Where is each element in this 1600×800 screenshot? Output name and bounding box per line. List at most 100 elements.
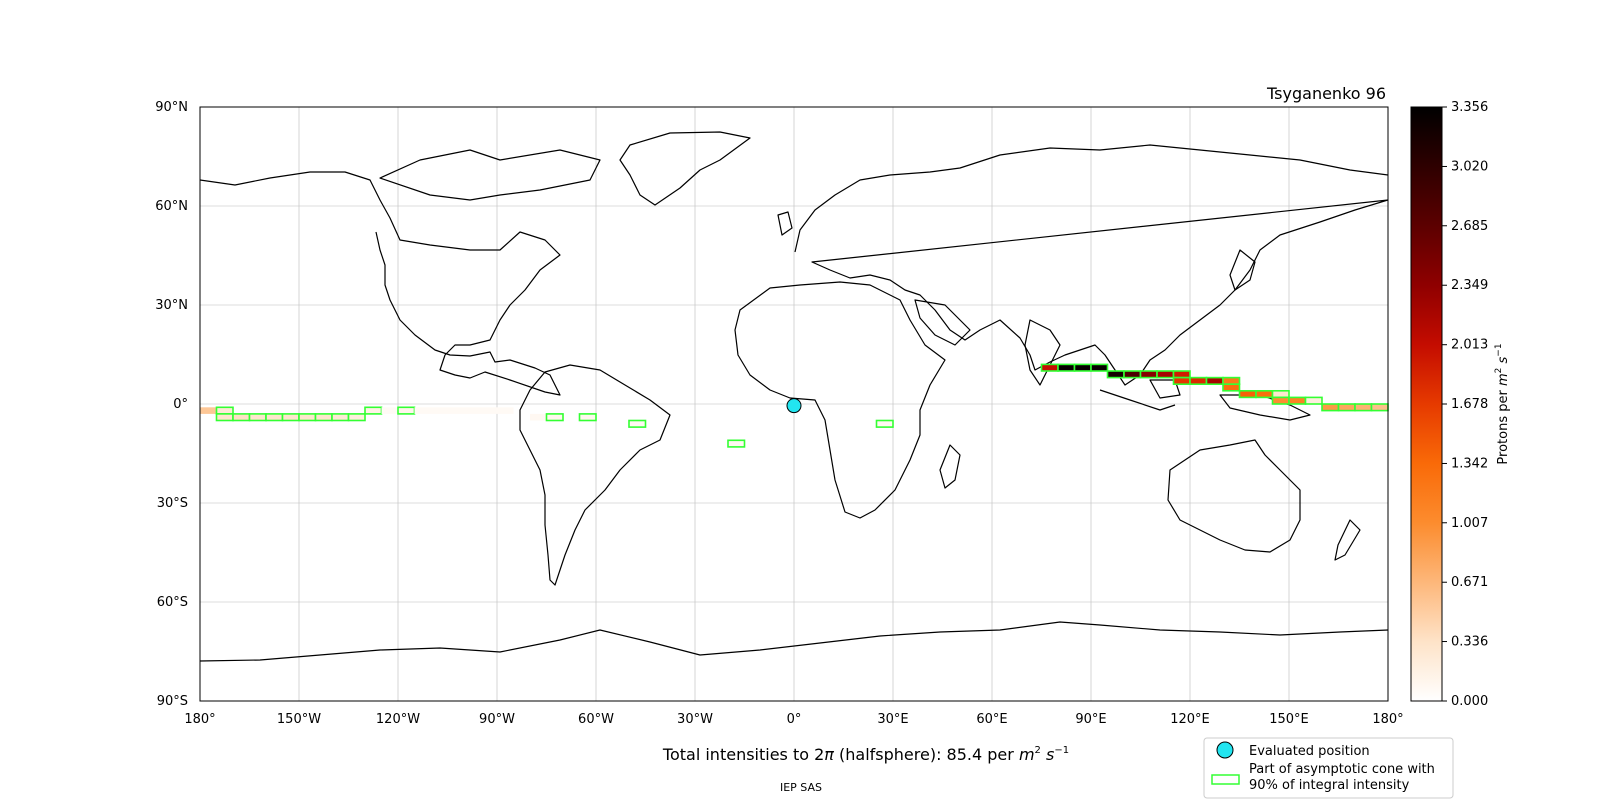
x-tick-label: 180° — [184, 712, 215, 727]
intensity-cell — [497, 407, 514, 414]
intensity-cell — [447, 407, 464, 414]
total-intensity-caption: Total intensities to 2π (halfsphere): 85… — [662, 745, 1069, 764]
cone-cell — [1139, 370, 1158, 379]
cone-cell — [1073, 363, 1092, 372]
x-tick-label: 60°W — [578, 712, 614, 727]
cone-cell — [1172, 370, 1191, 379]
africa-outline — [734, 281, 946, 519]
cone-cell — [397, 406, 416, 415]
colorbar-tick-label: 3.020 — [1451, 159, 1488, 174]
intensity-cell — [381, 407, 398, 414]
colorbar-tick-label: 1.678 — [1451, 397, 1488, 412]
colorbar-ticks: 0.000 0.336 0.671 1.007 1.342 1.678 2.013 2.349… — [1442, 100, 1488, 709]
colorbar-tick-label: 0.336 — [1451, 635, 1488, 650]
cone-cell — [232, 413, 251, 422]
x-tick-label: 90°E — [1075, 712, 1106, 727]
x-tick-label: 120°W — [376, 712, 420, 727]
cone-cell — [215, 413, 234, 422]
legend-evaluated-position-icon — [1216, 741, 1234, 759]
cone-cell — [331, 413, 350, 422]
madagascar-outline — [939, 444, 961, 489]
cone-cell — [1288, 396, 1307, 405]
colorbar-tick-label: 2.013 — [1451, 338, 1488, 353]
arctic-islands-outline — [379, 149, 601, 201]
cone-cell — [1189, 376, 1208, 386]
cone-cell — [1222, 383, 1241, 392]
eurasia-outline — [794, 144, 1388, 386]
british-isles-outline — [777, 211, 793, 236]
y-tick-label: 60°S — [157, 595, 188, 610]
cone-cell — [1370, 403, 1389, 412]
cone-cell — [1156, 370, 1175, 379]
cone-cell — [364, 406, 383, 415]
arabia-outline — [914, 299, 971, 346]
cone-cell — [1172, 376, 1191, 386]
north-america-outline — [200, 171, 561, 396]
colorbar-tick-label: 1.342 — [1451, 456, 1488, 471]
colorbar-tick-label: 2.349 — [1451, 278, 1488, 293]
y-tick-label: 60°N — [155, 199, 188, 214]
cone-cell — [265, 413, 284, 422]
cone-cell — [248, 413, 267, 422]
antarctica-outline — [200, 621, 1388, 662]
new-zealand-outline — [1334, 519, 1361, 561]
intensity-cells — [200, 363, 1389, 448]
greenland-outline — [619, 131, 751, 206]
intensity-cell — [431, 407, 448, 414]
cone-cell — [875, 419, 894, 428]
australia-outline — [1167, 439, 1301, 553]
plot-area — [199, 106, 1389, 702]
cone-cell — [1040, 363, 1059, 372]
south-america-outline — [519, 364, 671, 586]
x-tick-label: 30°E — [877, 712, 908, 727]
colorbar-tick-label: 2.685 — [1451, 219, 1488, 234]
colorbar-label: Protons per m2 s−1 — [1494, 343, 1511, 464]
y-tick-label: 30°S — [157, 496, 188, 511]
intensity-cell — [480, 407, 497, 414]
cone-cell — [1304, 396, 1323, 405]
cone-cell — [1255, 389, 1274, 399]
cone-cell — [314, 413, 333, 422]
intensity-cell — [414, 407, 431, 414]
cone-cell — [578, 413, 597, 422]
intensity-cell — [200, 407, 217, 414]
x-axis-ticks: 180° 150°W 120°W 90°W 60°W 30°W 0° 30°E 60°E 90°E… — [184, 712, 1403, 727]
cone-cell — [628, 419, 647, 428]
y-tick-label: 30°N — [155, 298, 188, 313]
y-tick-label: 90°S — [157, 694, 188, 709]
cone-cell — [727, 439, 746, 448]
cone-cell — [1271, 396, 1290, 405]
y-axis-ticks: 90°N 60°N 30°N 0° 30°S 60°S 90°S — [155, 100, 188, 709]
credit-text: IEP SAS — [780, 781, 822, 794]
x-tick-label: 150°E — [1269, 712, 1309, 727]
cone-cell — [347, 413, 366, 422]
cone-cell — [545, 413, 564, 422]
cone-cell — [1271, 389, 1290, 399]
evaluated-position-marker — [786, 398, 802, 414]
cone-cell — [281, 413, 300, 422]
legend-cone-icon — [1211, 774, 1240, 785]
cone-cell — [1222, 376, 1241, 386]
chart-title: Tsyganenko 96 — [1266, 84, 1386, 103]
cone-cell — [298, 413, 317, 422]
intensity-cell — [464, 407, 481, 414]
legend: Evaluated position Part of asymptotic co… — [1203, 737, 1454, 799]
cone-cell — [1354, 403, 1373, 412]
legend-cone-label-line1: Part of asymptotic cone with — [1249, 762, 1435, 777]
colorbar-gradient — [1410, 106, 1443, 702]
colorbar-tick-label: 3.356 — [1451, 100, 1488, 115]
cone-cell — [1238, 389, 1257, 399]
x-tick-label: 90°W — [479, 712, 515, 727]
colorbar-tick-label: 0.000 — [1451, 694, 1488, 709]
legend-box — [1203, 737, 1454, 799]
india-outline — [1024, 319, 1061, 386]
y-tick-label: 90°N — [155, 100, 188, 115]
legend-evaluated-position-label: Evaluated position — [1249, 744, 1370, 759]
cone-cell — [1057, 363, 1076, 372]
cone-cell — [1321, 403, 1340, 412]
cone-cell — [1090, 363, 1109, 372]
x-tick-label: 120°E — [1170, 712, 1210, 727]
cone-cell — [1106, 370, 1125, 379]
cone-cell — [1205, 376, 1224, 386]
colorbar-tick-label: 1.007 — [1451, 516, 1488, 531]
